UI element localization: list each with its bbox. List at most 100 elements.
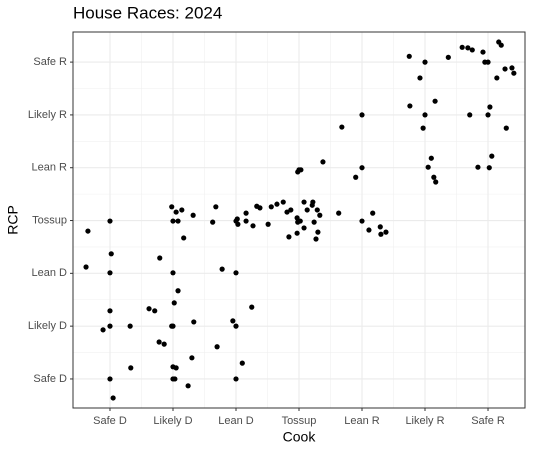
y-tick-label: Lean R — [32, 162, 68, 174]
point — [239, 360, 245, 366]
point — [502, 66, 508, 72]
point — [336, 210, 342, 216]
point — [127, 323, 133, 329]
point — [353, 174, 359, 180]
point — [359, 218, 365, 224]
point — [214, 344, 220, 350]
point — [243, 218, 249, 224]
point — [169, 323, 175, 329]
y-tick-label: Safe R — [33, 56, 67, 68]
point — [407, 103, 413, 109]
point — [175, 288, 181, 294]
point — [219, 266, 225, 272]
point — [108, 251, 114, 257]
point — [422, 112, 428, 118]
y-tick-label: Likely R — [28, 109, 67, 121]
point — [301, 225, 307, 231]
point — [110, 395, 116, 401]
point — [310, 199, 316, 205]
point — [250, 223, 256, 229]
point — [161, 341, 167, 347]
point — [284, 209, 290, 215]
point — [378, 231, 384, 237]
point — [509, 65, 515, 71]
point — [459, 44, 465, 50]
point — [428, 155, 434, 161]
point — [486, 165, 492, 171]
point — [243, 210, 249, 216]
point — [210, 219, 216, 225]
point — [128, 365, 134, 371]
point — [301, 199, 307, 205]
point — [467, 112, 473, 118]
point — [359, 112, 365, 118]
x-tick-label: Likely D — [153, 415, 192, 427]
point — [498, 42, 504, 48]
point — [511, 70, 517, 76]
plot-border — [72, 31, 526, 409]
point — [339, 124, 345, 130]
point — [377, 224, 383, 230]
x-tick-label: Likely R — [405, 415, 444, 427]
point — [425, 164, 431, 170]
point — [173, 209, 179, 215]
point — [85, 228, 91, 234]
point — [181, 235, 187, 241]
point — [294, 230, 300, 236]
point — [313, 236, 319, 242]
point — [107, 376, 113, 382]
point — [489, 153, 495, 159]
point — [107, 270, 113, 276]
point — [366, 227, 372, 233]
point — [190, 212, 196, 218]
point — [274, 201, 280, 207]
point — [175, 218, 181, 224]
point — [172, 376, 178, 382]
point — [107, 323, 113, 329]
point — [487, 104, 493, 110]
point — [280, 199, 286, 205]
point — [107, 218, 113, 224]
point — [234, 216, 240, 222]
point — [230, 318, 236, 324]
point — [445, 54, 451, 60]
x-tick-label: Lean R — [344, 415, 380, 427]
point — [314, 207, 320, 213]
point — [317, 212, 323, 218]
point — [315, 229, 321, 235]
point — [503, 125, 509, 131]
point — [213, 204, 219, 210]
point — [465, 45, 471, 51]
point — [469, 47, 475, 53]
point — [249, 304, 255, 310]
point — [431, 174, 437, 180]
point — [475, 164, 481, 170]
chart-title: House Races: 2024 — [73, 3, 222, 22]
y-tick-label: Tossup — [32, 214, 67, 226]
point — [107, 308, 113, 314]
x-tick-label: Lean D — [218, 415, 254, 427]
point — [156, 339, 162, 345]
y-tick-label: Likely D — [28, 320, 67, 332]
point — [235, 221, 241, 227]
point — [433, 179, 439, 185]
point — [422, 59, 428, 65]
y-axis-title: RCP — [5, 205, 21, 235]
point — [191, 319, 197, 325]
point — [233, 323, 239, 329]
point — [233, 376, 239, 382]
point — [268, 204, 274, 210]
point — [152, 308, 158, 314]
point — [311, 219, 317, 225]
point — [170, 270, 176, 276]
point — [173, 365, 179, 371]
point — [146, 306, 152, 312]
point — [169, 204, 175, 210]
point — [265, 221, 271, 227]
point — [304, 207, 310, 213]
x-tick-label: Safe D — [93, 415, 127, 427]
y-tick-label: Safe D — [33, 373, 67, 385]
x-tick-label: Tossup — [282, 415, 317, 427]
